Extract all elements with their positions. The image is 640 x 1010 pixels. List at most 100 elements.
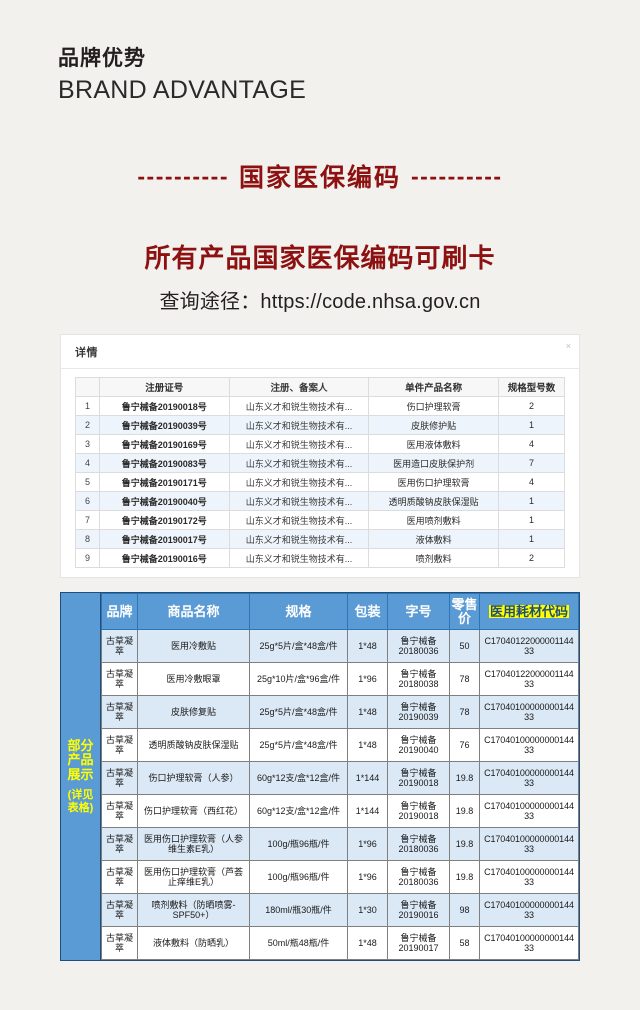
cell-spec: 100g/瓶96瓶/件 (249, 860, 348, 895)
banner: ---------- 国家医保编码 ---------- (0, 158, 640, 194)
cell-price: 58 (449, 926, 480, 961)
cell-product: 皮肤修护贴 (368, 415, 500, 435)
cell-models: 2 (498, 548, 565, 568)
cell-name: 伤口护理软膏（西红花） (137, 794, 250, 829)
table-row: 古草凝萃 伤口护理软膏（西红花） 60g*12支/盒*12盒/件 1*144 鲁宁械备2… (101, 794, 579, 829)
page-title-cn: 品牌优势 (58, 47, 146, 70)
cell-pack: 1*144 (347, 761, 388, 796)
cell-material-code: C1704012200000114433 (479, 629, 579, 664)
cell-zihao: 鲁宁械备20190017 (387, 926, 450, 961)
cell-models: 1 (498, 529, 565, 549)
cell-models: 7 (498, 453, 565, 473)
cell-zihao: 鲁宁械备20190039 (387, 695, 450, 730)
cell-brand: 古草凝萃 (101, 629, 138, 664)
side-label-line-2: 展示 (67, 766, 94, 782)
close-icon[interactable]: × (565, 341, 571, 351)
cell-price: 19.8 (449, 860, 480, 895)
cell-pack: 1*48 (347, 926, 388, 961)
cell-reg-no: 鲁宁械备20190018号 (98, 396, 230, 416)
cell-material-code: C1704012200000114433 (479, 662, 579, 697)
table-row: 7 鲁宁械备20190172号 山东义才和锐生物技术有... 医用喷剂敷料 1 (75, 510, 565, 530)
cell-reg-no: 鲁宁械备20190040号 (98, 491, 230, 511)
cell-index: 1 (75, 396, 100, 416)
cell-product: 医用液体敷料 (368, 434, 500, 454)
page-title-en: BRAND ADVANTAGE (58, 76, 307, 105)
detail-panel-title: 详情 (75, 346, 98, 359)
cell-brand: 古草凝萃 (101, 695, 138, 730)
cell-name: 透明质酸钠皮肤保湿贴 (137, 728, 250, 763)
cell-person: 山东义才和锐生物技术有... (228, 472, 370, 492)
cell-models: 4 (498, 472, 565, 492)
cell-product: 医用造口皮肤保护剂 (368, 453, 500, 473)
cell-person: 山东义才和锐生物技术有... (228, 415, 370, 435)
col-person: 注册、备案人 (228, 377, 370, 397)
cell-models: 4 (498, 434, 565, 454)
cell-person: 山东义才和锐生物技术有... (228, 548, 370, 568)
cell-brand: 古草凝萃 (101, 728, 138, 763)
side-label-line-0: 部分 (67, 737, 94, 753)
cell-index: 4 (75, 453, 100, 473)
cell-brand: 古草凝萃 (101, 794, 138, 829)
table-row: 古草凝萃 喷剂敷料（防晒喷雾-SPF50+） 180ml/瓶30瓶/件 1*30 鲁宁械… (101, 893, 579, 928)
cell-material-code: C1704010000000014433 (479, 794, 579, 829)
col-index (75, 377, 100, 397)
col-price: 零售价 (449, 592, 480, 631)
table-row: 6 鲁宁械备20190040号 山东义才和锐生物技术有... 透明质酸钠皮肤保湿贴 1 (75, 491, 565, 511)
cell-reg-no: 鲁宁械备20190083号 (98, 453, 230, 473)
cell-zihao: 鲁宁械备20190040 (387, 728, 450, 763)
banner-title: 国家医保编码 (238, 164, 401, 192)
cell-spec: 100g/瓶96瓶/件 (249, 827, 348, 862)
cell-pack: 1*48 (347, 695, 388, 730)
cell-reg-no: 鲁宁械备20190016号 (98, 548, 230, 568)
cell-pack: 1*96 (347, 827, 388, 862)
table-row: 古草凝萃 透明质酸钠皮肤保湿贴 25g*5片/盒*48盒/件 1*48 鲁宁械备2019… (101, 728, 579, 763)
cell-product: 透明质酸钠皮肤保湿贴 (368, 491, 500, 511)
cell-product: 液体敷料 (368, 529, 500, 549)
cell-material-code: C1704010000000014433 (479, 695, 579, 730)
cell-brand: 古草凝萃 (101, 860, 138, 895)
cell-name: 医用冷敷贴 (137, 629, 250, 664)
side-label: 部分 产品 展示 (详见 表格) (61, 593, 101, 961)
detail-panel-titlebar: 详情 × (61, 335, 579, 369)
cell-zihao: 鲁宁械备20190018 (387, 761, 450, 796)
cell-name: 伤口护理软膏（人参） (137, 761, 250, 796)
cell-index: 6 (75, 491, 100, 511)
cell-spec: 25g*5片/盒*48盒/件 (249, 695, 348, 730)
col-pack: 包装 (347, 592, 388, 631)
cell-zihao: 鲁宁械备20190016 (387, 893, 450, 928)
cell-index: 3 (75, 434, 100, 454)
cell-models: 1 (498, 510, 565, 530)
cell-price: 19.8 (449, 827, 480, 862)
banner-dashes-left: ---------- (137, 162, 229, 189)
cell-price: 76 (449, 728, 480, 763)
cell-person: 山东义才和锐生物技术有... (228, 453, 370, 473)
banner-dashes-right: ---------- (411, 162, 503, 189)
cell-reg-no: 鲁宁械备20190172号 (98, 510, 230, 530)
cell-index: 7 (75, 510, 100, 530)
cell-name: 喷剂敷料（防晒喷雾-SPF50+） (137, 893, 250, 928)
cell-name: 医用伤口护理软膏（人参维生素E乳） (137, 827, 250, 862)
cell-name: 医用伤口护理软膏（芦荟止痒维E乳） (137, 860, 250, 895)
cell-price: 78 (449, 662, 480, 697)
table-header-row: 注册证号 注册、备案人 单件产品名称 规格型号数 (75, 377, 565, 397)
side-label-sub-line-1: 表格) (67, 801, 94, 814)
col-brand: 品牌 (101, 592, 138, 631)
cell-zihao: 鲁宁械备20190018 (387, 794, 450, 829)
cell-reg-no: 鲁宁械备20190039号 (98, 415, 230, 435)
cell-name: 液体敷料（防晒乳） (137, 926, 250, 961)
cell-index: 9 (75, 548, 100, 568)
cell-pack: 1*96 (347, 662, 388, 697)
cell-pack: 1*30 (347, 893, 388, 928)
col-product: 单件产品名称 (368, 377, 500, 397)
cell-spec: 60g*12支/盒*12盒/件 (249, 761, 348, 796)
cell-name: 皮肤修复贴 (137, 695, 250, 730)
cell-index: 5 (75, 472, 100, 492)
col-name: 商品名称 (137, 592, 250, 631)
headline: 所有产品国家医保编码可刷卡 (144, 243, 496, 273)
cell-brand: 古草凝萃 (101, 761, 138, 796)
table-row: 古草凝萃 医用伤口护理软膏（人参维生素E乳） 100g/瓶96瓶/件 1*96 鲁宁械备… (101, 827, 579, 862)
cell-material-code: C1704010000000014433 (479, 728, 579, 763)
page-header: 品牌优势 BRAND ADVANTAGE (58, 46, 306, 107)
cell-material-code: C1704010000000014433 (479, 827, 579, 862)
cell-models: 1 (498, 491, 565, 511)
